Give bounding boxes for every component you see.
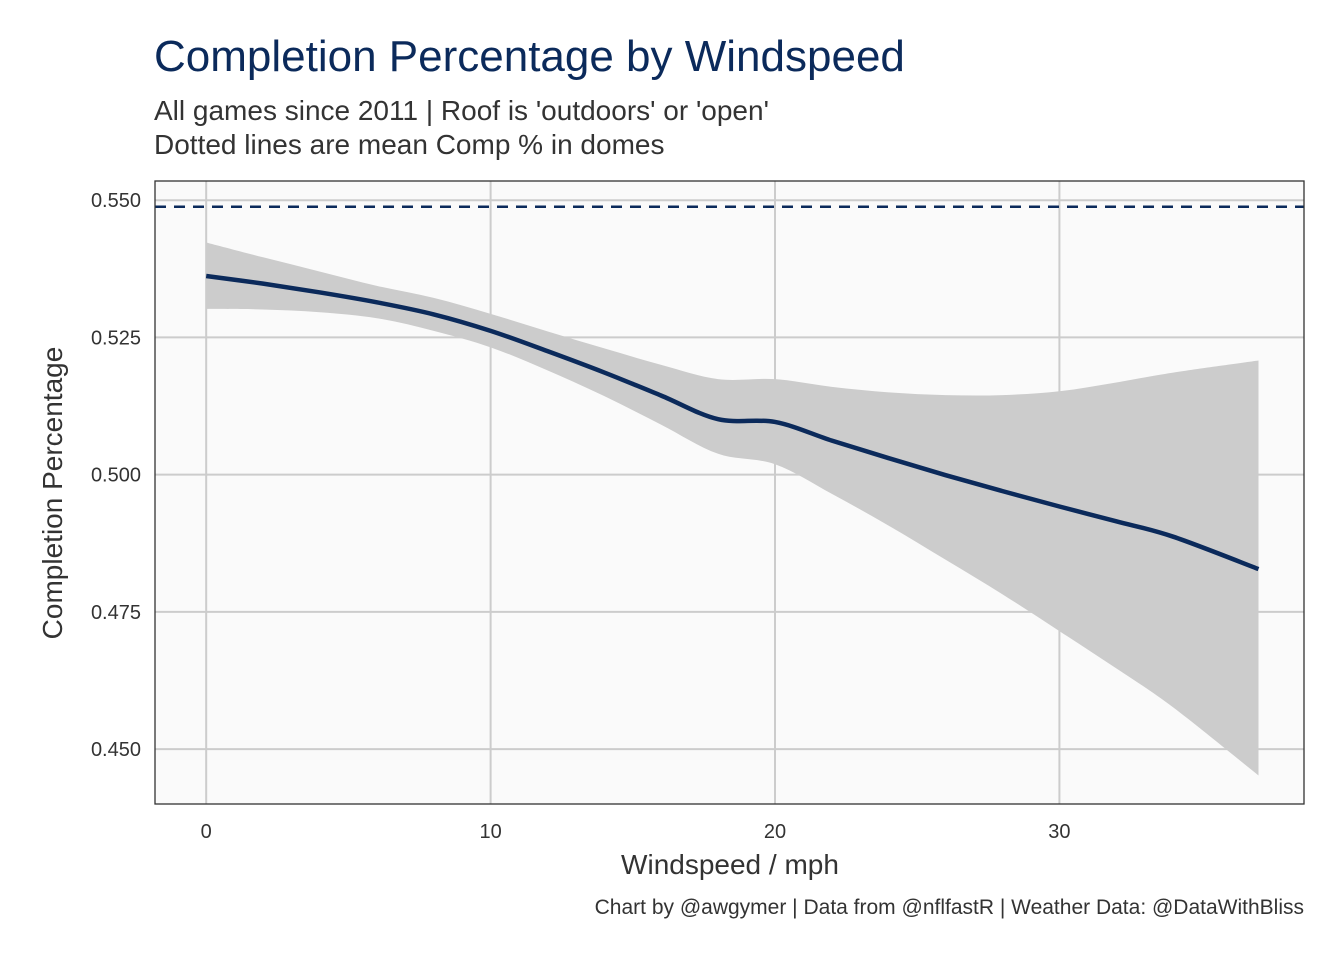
panel-border-group (154, 180, 1305, 805)
x-tick-label: 10 (479, 821, 501, 843)
confidence-ribbon-group (206, 242, 1259, 776)
y-tick-label: 0.550 (91, 190, 141, 212)
chart-subtitle: All games since 2011 | Roof is 'outdoors… (154, 94, 769, 162)
y-tick-label: 0.450 (91, 739, 141, 761)
x-axis-title: Windspeed / mph (621, 849, 839, 880)
series-line (205, 273, 1260, 572)
x-tick-label: 30 (1048, 821, 1070, 843)
x-tick-label: 0 (201, 821, 212, 843)
confidence-ribbon (206, 242, 1259, 776)
y-tick-labels: 0.450 0.475 0.500 0.525 0.550 (91, 190, 141, 761)
chart-caption: Chart by @awgymer | Data from @nflfastR … (594, 896, 1304, 919)
chart-title: Completion Percentage by Windspeed (154, 32, 905, 81)
x-tick-labels: 0 10 20 30 (201, 821, 1071, 843)
x-tick-label: 20 (764, 821, 786, 843)
series-line-group (205, 273, 1260, 572)
y-tick-label: 0.525 (91, 327, 141, 349)
y-tick-label: 0.475 (91, 602, 141, 624)
subtitle-line-1: All games since 2011 | Roof is 'outdoors… (154, 95, 769, 126)
y-tick-label: 0.500 (91, 465, 141, 487)
y-axis-title: Completion Percentage (37, 347, 68, 640)
panel-border (154, 180, 1305, 805)
subtitle-line-2: Dotted lines are mean Comp % in domes (154, 129, 665, 160)
